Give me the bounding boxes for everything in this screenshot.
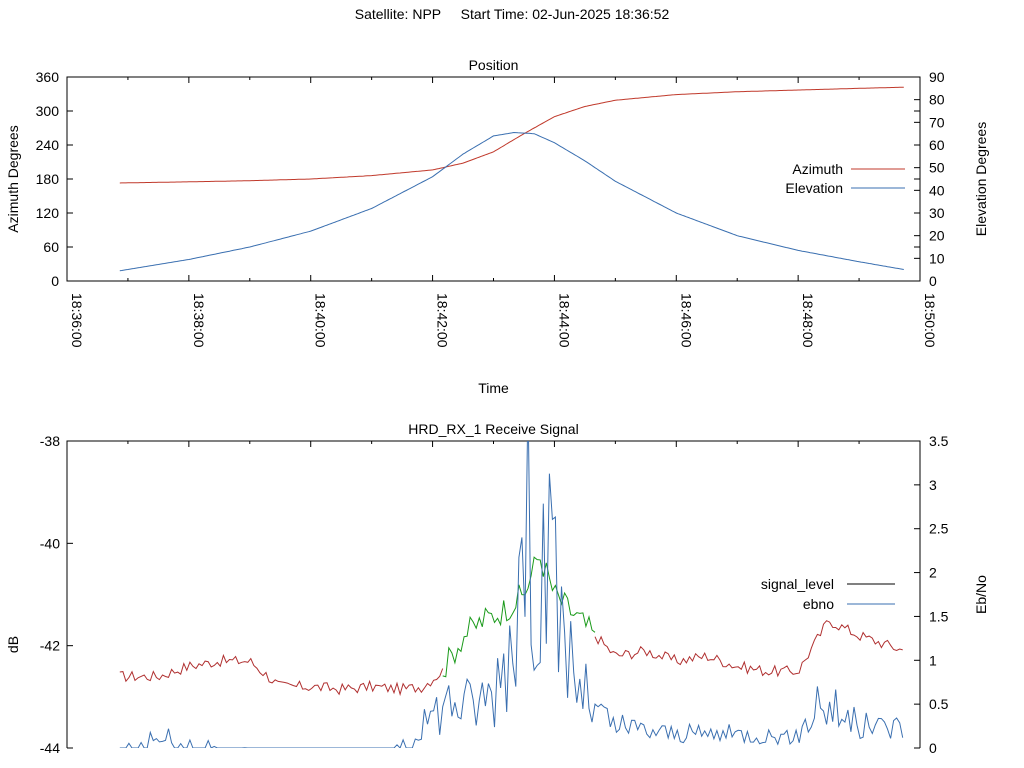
x-tick-label: 18:50:00 xyxy=(922,293,938,348)
y-tick-label: -44 xyxy=(40,740,60,756)
x-axis-label: Time xyxy=(478,380,509,396)
y2-tick-label: 1 xyxy=(929,652,937,668)
y2-tick-label: 2 xyxy=(929,565,937,581)
x-tick-label: 18:44:00 xyxy=(556,293,572,348)
x-tick-label: 18:46:00 xyxy=(678,293,694,348)
y2-tick-label: 2.5 xyxy=(929,521,949,537)
report-header: Satellite: NPP Start Time: 02-Jun-2025 1… xyxy=(0,6,1024,22)
plot-area xyxy=(119,441,904,748)
series-ebno-line xyxy=(119,441,904,748)
y2-tick-label: 50 xyxy=(929,160,945,176)
y-tick-label: 180 xyxy=(36,171,60,187)
y-axis-label: Azimuth Degrees xyxy=(5,125,21,232)
legend-label-elevation: Elevation xyxy=(785,180,843,196)
y2-tick-label: 80 xyxy=(929,92,945,108)
chart-title: HRD_RX_1 Receive Signal xyxy=(408,421,578,437)
satellite-label: Satellite: NPP xyxy=(354,6,441,22)
chart-title: Position xyxy=(469,57,519,73)
y2-tick-label: 70 xyxy=(929,114,945,130)
x-tick-label: 18:40:00 xyxy=(313,293,329,348)
y-tick-label: 120 xyxy=(36,205,60,221)
y2-tick-label: 0 xyxy=(929,273,937,289)
y-tick-label: 60 xyxy=(43,239,59,255)
receive-signal-chart: HRD_RX_1 Receive Signal -38 -40 -42 -44 0 0.5 1… xyxy=(5,421,989,756)
legend-label-azimuth: Azimuth xyxy=(792,161,843,177)
y2-tick-label: 3.5 xyxy=(929,433,949,449)
plot-frame xyxy=(66,440,921,748)
y2-tick-label: 20 xyxy=(929,228,945,244)
x-tick-label: 18:48:00 xyxy=(800,293,816,348)
y2-tick-label: 60 xyxy=(929,137,945,153)
y2-tick-label: 1.5 xyxy=(929,608,949,624)
start-time-label: Start Time: 02-Jun-2025 18:36:52 xyxy=(460,6,670,22)
y2-tick-label: 10 xyxy=(929,250,945,266)
y-tick-label: 300 xyxy=(36,103,60,119)
series-signal-level-segment xyxy=(594,620,903,678)
y-tick-label: -42 xyxy=(40,638,60,654)
y-tick-label: 240 xyxy=(36,137,60,153)
y2-tick-label: 30 xyxy=(929,205,945,221)
legend-label-signal-level: signal_level xyxy=(761,576,834,592)
y2-tick-label: 40 xyxy=(929,182,945,198)
y-tick-label: -38 xyxy=(40,433,60,449)
series-elevation-line xyxy=(119,131,904,272)
y2-tick-label: 0 xyxy=(929,740,937,756)
y2-tick-label: 0.5 xyxy=(929,696,949,712)
y2-axis-label: Elevation Degrees xyxy=(973,122,989,236)
y-tick-label: -40 xyxy=(40,535,60,551)
y2-tick-label: 3 xyxy=(929,477,937,493)
x-tick-label: 18:38:00 xyxy=(191,293,207,348)
plot-frame xyxy=(66,76,921,282)
y2-axis-label: Eb/No xyxy=(973,575,989,614)
position-chart: Position 0 60 120 180 240 300 360 0 10 20 30 40 50 60 7… xyxy=(5,57,989,396)
y-tick-label: 360 xyxy=(36,69,60,85)
series-azimuth-line xyxy=(119,86,904,184)
legend-label-ebno: ebno xyxy=(803,596,834,612)
series-signal-level-segment xyxy=(442,556,596,678)
y-tick-label: 0 xyxy=(51,273,59,289)
y-axis-label: dB xyxy=(5,636,21,653)
y2-tick-label: 90 xyxy=(929,69,945,85)
series-signal-level-segment xyxy=(119,653,444,697)
x-tick-label: 18:42:00 xyxy=(435,293,451,348)
x-tick-label: 18:36:00 xyxy=(69,293,85,348)
